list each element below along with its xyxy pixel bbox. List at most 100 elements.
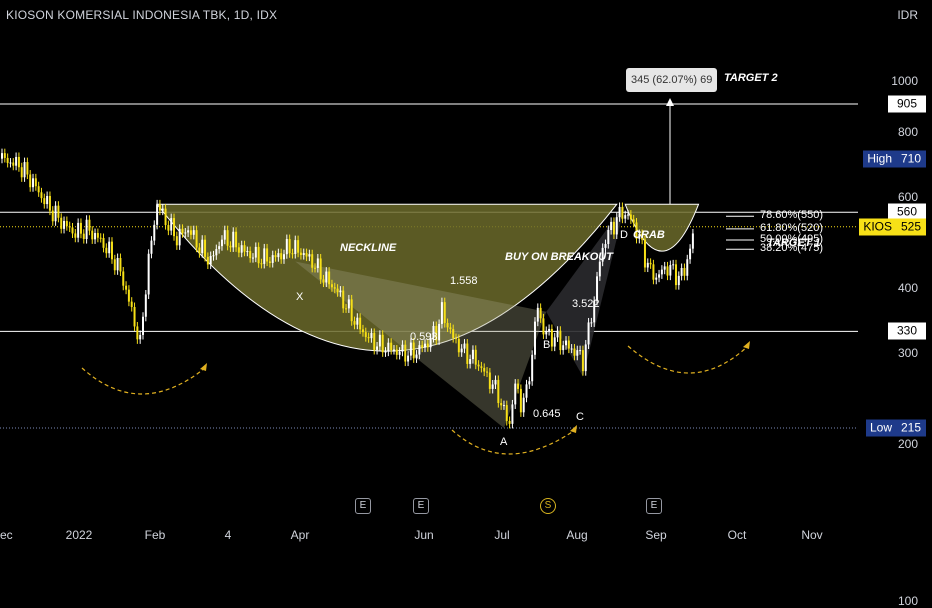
earnings-event-icon[interactable]: E	[355, 498, 371, 514]
candle-body	[361, 329, 364, 333]
price-tick: 400	[897, 281, 918, 296]
candle-body	[173, 218, 176, 237]
candle-body	[505, 405, 508, 421]
time-tick: Apr	[290, 528, 310, 542]
candle-body	[576, 350, 579, 356]
candle-body	[218, 246, 221, 250]
candle-body	[3, 153, 6, 158]
dashed-curve	[451, 429, 576, 455]
candle-body	[370, 332, 373, 339]
candle-body	[407, 355, 410, 362]
candle-body	[466, 343, 469, 364]
candle-body	[669, 265, 672, 276]
split-event-icon[interactable]: S	[540, 498, 556, 514]
candle-body	[660, 269, 663, 275]
candle-body	[127, 289, 130, 302]
candle-body	[610, 221, 613, 231]
candle-body	[486, 371, 489, 373]
fib-label: 61.80%(520)	[760, 221, 823, 234]
candle-body	[237, 247, 240, 253]
candle-body	[655, 277, 658, 280]
candle-body	[215, 249, 218, 256]
candle-body	[94, 233, 97, 240]
candle-body	[229, 245, 232, 248]
candle-body	[409, 342, 412, 356]
candle-body	[488, 372, 491, 389]
annotation-crab: CRAB	[633, 229, 665, 241]
candle-body	[443, 302, 446, 323]
annotation-ac: 0.645	[533, 408, 561, 420]
candle-body	[178, 228, 181, 246]
candle-body	[567, 340, 570, 349]
dashed-curve	[81, 367, 206, 395]
candle-body	[584, 344, 587, 372]
annotation-neckline: NECKLINE	[340, 242, 397, 254]
level-name-badge: High	[863, 150, 896, 168]
candle-body	[587, 322, 590, 345]
chart-title: KIOSON KOMERSIAL INDONESIA TBK, 1D, IDX	[6, 8, 278, 22]
candle-body	[562, 345, 565, 351]
candle-body	[17, 156, 20, 168]
candle-body	[502, 405, 505, 407]
candle-body	[426, 343, 429, 348]
candle-body	[455, 338, 458, 340]
candle-body	[500, 403, 503, 406]
candle-body	[119, 257, 122, 272]
time-tick: Nov	[801, 528, 823, 542]
candle-body	[150, 240, 153, 254]
earnings-event-icon[interactable]: E	[413, 498, 429, 514]
candle-body	[220, 239, 223, 247]
level-value-badge: 215	[896, 419, 926, 437]
time-tick: Oct	[727, 528, 747, 542]
candle-body	[390, 342, 393, 350]
candle-body	[232, 231, 235, 248]
candle-body	[113, 259, 116, 271]
candle-body	[57, 205, 60, 218]
curve-arrow-icon	[743, 341, 750, 349]
candle-body	[20, 167, 23, 178]
candle-body	[144, 294, 147, 317]
candle-body	[438, 323, 441, 341]
candle-body	[333, 287, 336, 289]
cup-pattern	[156, 203, 700, 428]
candle-body	[223, 230, 226, 240]
candle-body	[325, 271, 328, 283]
candle-body	[299, 252, 302, 256]
candle-body	[607, 230, 610, 245]
annotations-overlay	[81, 98, 754, 455]
candle-body	[677, 275, 680, 286]
candle-body	[398, 351, 401, 355]
candle-body	[297, 240, 300, 253]
candle-body	[235, 231, 238, 248]
candle-body	[209, 256, 212, 265]
curve-arrow-icon	[200, 363, 207, 371]
candle-body	[672, 264, 675, 266]
time-tick: Aug	[566, 528, 588, 542]
annotation-B: B	[543, 339, 551, 351]
candle-body	[77, 222, 80, 238]
candle-body	[604, 244, 607, 248]
candle-body	[384, 351, 387, 353]
candle-body	[170, 218, 173, 231]
candle-body	[251, 257, 254, 259]
candle-body	[204, 239, 207, 257]
price-chart[interactable]	[0, 0, 932, 550]
candle-body	[666, 266, 669, 276]
candle-body	[638, 234, 641, 239]
candle-body	[432, 325, 435, 338]
candle-body	[446, 322, 449, 328]
earnings-event-icon[interactable]: E	[646, 498, 662, 514]
candle-body	[471, 349, 474, 360]
candle-body	[82, 233, 85, 240]
candle-body	[612, 221, 615, 235]
candle-body	[167, 225, 170, 231]
candle-body	[260, 263, 263, 265]
candle-body	[452, 329, 455, 339]
price-tick: 100	[897, 593, 918, 608]
price-tick: 1000	[891, 74, 918, 89]
candle-body	[85, 219, 88, 240]
candle-body	[649, 262, 652, 265]
candle-body	[581, 350, 584, 372]
candle-body	[590, 322, 593, 324]
dashed-curve	[627, 345, 749, 374]
